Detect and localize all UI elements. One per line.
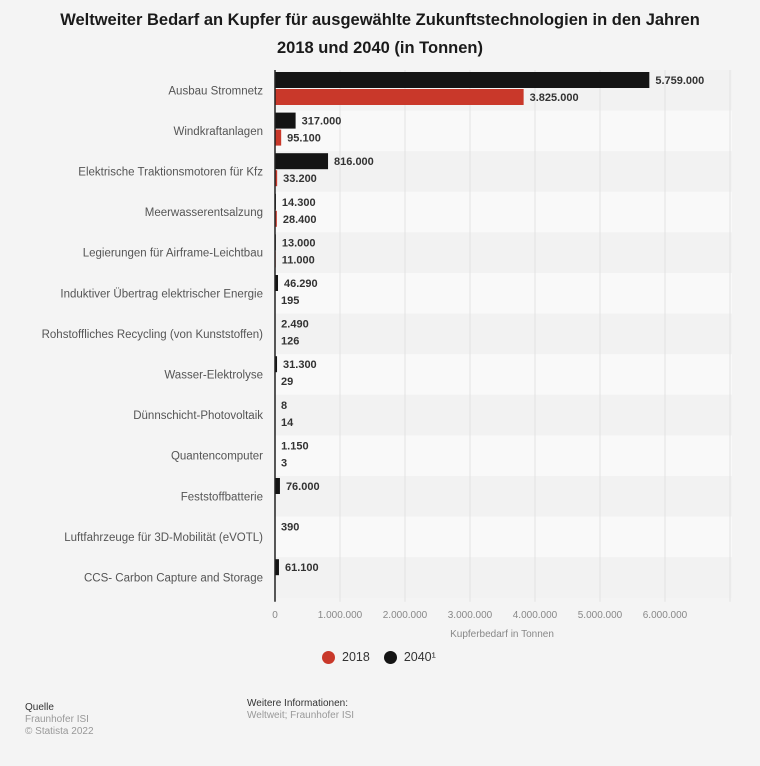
value-label-2040: 31.300 [283,359,317,371]
bars: 5.759.0003.825.000317.00095.100816.00033… [275,72,704,576]
legend-label: 2018 [342,650,370,664]
value-label-2018: 28.400 [283,214,317,226]
row-band [275,476,732,517]
bar-2018[interactable] [275,129,282,146]
bar-2018[interactable] [275,89,524,105]
category-label: Legierungen für Airframe-Leichtbau [83,248,263,260]
value-label-2018: 14 [281,417,294,429]
value-label-2040: 1.150 [281,440,309,452]
source-text: Fraunhofer ISI [25,714,89,725]
x-tick-label: 6.000.000 [643,610,688,621]
legend-item-2040[interactable]: 2040¹ [383,650,436,664]
value-label-2018: 3 [281,457,287,469]
row-band [275,435,732,476]
row-band [275,151,732,192]
x-tick-label: 3.000.000 [448,610,493,621]
chart-title: Weltweiter Bedarf an Kupfer für ausgewäh… [0,6,760,62]
info-text: Weltweit; Fraunhofer ISI [247,710,355,721]
legend-label: 2040¹ [403,650,436,664]
category-label: Dünnschicht-Photovoltaik [133,410,263,422]
info-heading: Weitere Informationen: [247,698,348,709]
category-labels: Ausbau Stromnetz Windkraftanlagen Elektris… [42,85,264,584]
legend-item-2018[interactable]: 2018 [322,650,370,664]
bar-2040[interactable] [275,112,296,129]
legend-dot-icon [383,650,397,664]
value-label-2018: 3.825.000 [530,92,579,104]
footer-source: Quelle Fraunhofer ISI © Statista 2022 [25,702,94,738]
value-label-2018: 11.000 [282,254,315,266]
category-label: Wasser-Elektrolyse [164,370,263,382]
value-label-2018: 195 [281,295,299,307]
legend: 2018 2040¹ [322,650,450,664]
category-label: Ausbau Stromnetz [168,85,263,97]
value-label-2040: 317.000 [302,116,342,128]
x-tick-label: 2.000.000 [383,610,428,621]
bar-chart: 5.759.0003.825.000317.00095.100816.00033… [42,70,732,640]
row-band [275,354,732,395]
row-band [275,232,732,273]
row-band [275,191,732,233]
x-tick-label: 5.000.000 [578,610,623,621]
value-label-2040: 61.100 [285,562,319,574]
x-tick-label: 1.000.000 [318,610,363,621]
bar-2040[interactable] [275,153,329,170]
x-axis-title: Kupferbedarf in Tonnen [450,629,554,640]
category-label: Induktiver Übertrag elektrischer Energie [60,288,263,300]
bar-2040[interactable] [275,275,279,291]
chart-title-line-2: 2018 und 2040 (in Tonnen) [277,39,483,57]
row-bands [275,70,732,598]
row-band [275,394,732,436]
value-label-2018: 33.200 [283,173,317,185]
footer-info: Weitere Informationen: Weltweit; Fraunho… [247,698,354,722]
row-band [275,313,732,355]
category-label: Feststoffbatterie [181,491,263,503]
value-label-2040: 13.000 [282,237,316,249]
row-band [275,516,732,558]
row-band [275,557,732,598]
category-label: CCS- Carbon Capture and Storage [84,573,263,585]
grid-lines [339,70,731,602]
x-tick-label: 4.000.000 [513,610,558,621]
bar-2040[interactable] [275,72,650,88]
category-label: Luftfahrzeuge für 3D-Mobilität (eVOTL) [64,532,263,544]
bar-2040[interactable] [275,478,280,494]
x-tick-label: 0 [272,610,278,621]
value-label-2018: 126 [281,336,299,348]
copyright-text: © Statista 2022 [25,726,94,737]
value-label-2018: 95.100 [287,133,321,145]
category-label: Quantencomputer [171,451,263,463]
value-label-2040: 2.490 [281,319,309,331]
value-label-2040: 816.000 [334,156,374,168]
category-label: Meerwasserentsalzung [145,207,263,219]
bar-2018[interactable] [275,170,278,187]
value-label-2040: 5.759.000 [655,75,704,87]
row-band [275,273,732,314]
value-label-2040: 14.300 [282,197,316,209]
bar-2040[interactable] [275,559,279,576]
value-label-2040: 46.290 [284,278,318,290]
value-label-2018: 29 [281,376,293,388]
source-heading: Quelle [25,702,54,713]
legend-dot-icon [322,650,335,664]
chart-title-line-1: Weltweiter Bedarf an Kupfer für ausgewäh… [60,11,700,29]
category-label: Windkraftanlagen [174,126,264,138]
category-label: Elektrische Traktionsmotoren für Kfz [78,167,263,179]
value-label-2040: 76.000 [286,481,320,493]
value-label-2040: 8 [281,400,287,412]
row-band [275,110,732,152]
x-axis-ticks: 0 1.000.000 2.000.000 3.000.000 4.000.000 5.0… [272,610,687,621]
category-label: Rohstoffliches Recycling (von Kunststoff… [42,329,264,341]
value-label-2040: 390 [281,522,299,534]
bar-2018[interactable] [275,210,277,227]
bar-2040[interactable] [275,356,278,373]
